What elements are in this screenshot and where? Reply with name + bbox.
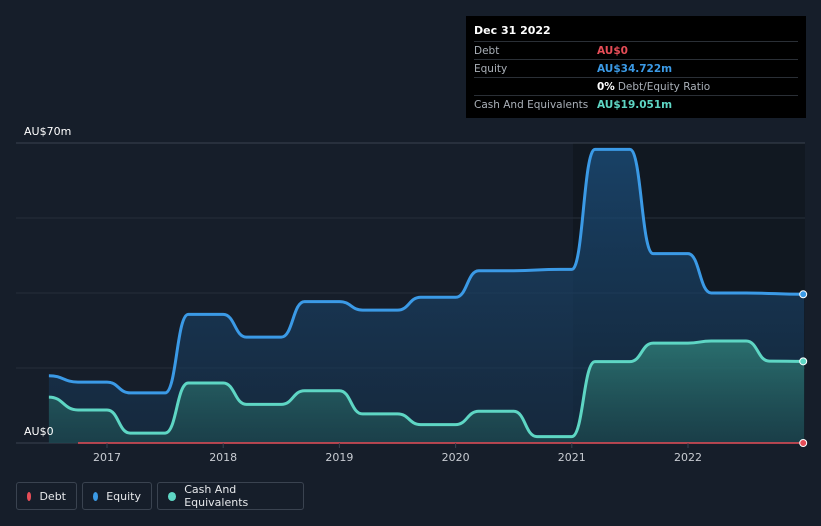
tooltip-ratio-label: Debt/Equity Ratio <box>617 80 711 93</box>
legend-label: Equity <box>106 489 141 503</box>
legend-dot-icon <box>93 491 99 501</box>
debt-end-point <box>799 439 808 447</box>
tooltip-row-debt: Debt AU$0 <box>474 41 798 59</box>
legend-label: Cash And Equivalents <box>184 483 249 509</box>
legend-item-cash[interactable]: Cash And Equivalents <box>157 482 304 510</box>
x-tick-label: 2020 <box>442 451 470 464</box>
tooltip-label: Cash And Equivalents <box>474 98 589 111</box>
x-axis: 2017 2018 2019 2020 2021 2022 <box>93 443 702 464</box>
legend-dot-icon <box>27 491 32 501</box>
legend-dot-icon <box>168 491 177 501</box>
equity-end-point <box>799 290 808 299</box>
tooltip-value: AU$19.051m <box>597 98 673 111</box>
series-areas <box>48 149 805 443</box>
x-tick-label: 2021 <box>558 451 586 464</box>
cash-and-equivalents-line <box>48 339 805 439</box>
equity-line <box>48 147 805 395</box>
legend-item-debt[interactable]: Debt <box>16 482 77 510</box>
x-tick-label: 2019 <box>325 451 353 464</box>
tooltip-value: AU$0 <box>597 44 628 57</box>
series-lines <box>48 147 808 447</box>
tooltip-date: Dec 31 2022 <box>474 24 551 37</box>
y-tick-label-top: AU$70m <box>24 125 71 138</box>
tooltip-row-equity: Equity AU$34.722m <box>474 59 798 77</box>
tooltip-label: Debt <box>474 44 500 57</box>
x-tick-label: 2018 <box>209 451 237 464</box>
tooltip-label: Equity <box>474 62 508 75</box>
tooltip-row-ratio: 0% Debt/Equity Ratio <box>474 77 798 95</box>
tooltip-row-cash: Cash And Equivalents AU$19.051m <box>474 95 798 113</box>
tooltip-value: AU$34.722m <box>597 62 673 75</box>
tooltip-panel: Dec 31 2022 Debt AU$0 Equity AU$34.722m … <box>466 16 806 118</box>
legend-item-equity[interactable]: Equity <box>82 482 152 510</box>
cash-and-equivalents-area <box>48 341 805 443</box>
x-tick-label: 2022 <box>674 451 702 464</box>
tooltip-value: 0% <box>597 80 615 93</box>
cash-and-equivalents-end-point <box>799 357 808 366</box>
legend-label: Debt <box>39 489 66 503</box>
y-tick-label-bottom: AU$0 <box>24 425 54 438</box>
x-tick-label: 2017 <box>93 451 121 464</box>
